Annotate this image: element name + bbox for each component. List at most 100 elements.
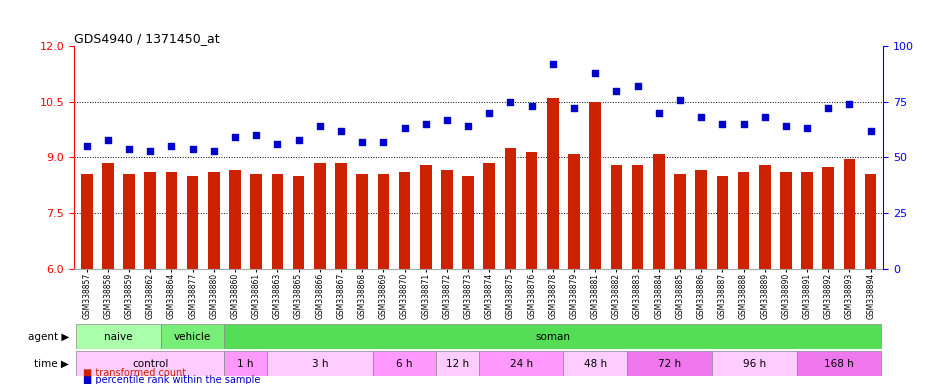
Point: [567, 105, 582, 111]
Point: [715, 121, 730, 127]
Bar: [76, 324, 161, 349]
Bar: [610, 165, 623, 269]
Point: [101, 137, 116, 143]
Point: [206, 148, 221, 154]
Point: [758, 114, 772, 121]
Bar: [865, 174, 877, 269]
Bar: [758, 165, 771, 269]
Bar: [505, 148, 516, 269]
Point: [820, 105, 835, 111]
Text: ■ transformed count: ■ transformed count: [83, 368, 186, 378]
Text: ■ percentile rank within the sample: ■ percentile rank within the sample: [83, 375, 261, 384]
Bar: [822, 167, 834, 269]
Text: agent ▶: agent ▶: [28, 332, 69, 342]
Point: [142, 148, 157, 154]
Bar: [80, 174, 92, 269]
Text: 72 h: 72 h: [658, 359, 681, 369]
Point: [694, 114, 709, 121]
Bar: [187, 176, 199, 269]
Bar: [653, 154, 664, 269]
Bar: [420, 165, 432, 269]
Bar: [373, 351, 437, 376]
Bar: [711, 351, 796, 376]
Point: [249, 132, 264, 138]
Bar: [462, 176, 474, 269]
Text: 24 h: 24 h: [510, 359, 533, 369]
Text: 48 h: 48 h: [584, 359, 607, 369]
Bar: [335, 163, 347, 269]
Point: [503, 99, 518, 105]
Point: [672, 96, 687, 103]
Point: [524, 103, 539, 109]
Text: 168 h: 168 h: [824, 359, 854, 369]
Point: [736, 121, 751, 127]
Point: [376, 139, 390, 145]
Bar: [717, 176, 728, 269]
Text: vehicle: vehicle: [174, 332, 211, 342]
Bar: [225, 351, 266, 376]
Bar: [437, 351, 479, 376]
Text: 6 h: 6 h: [396, 359, 413, 369]
Point: [80, 143, 94, 149]
Point: [630, 83, 645, 89]
Bar: [563, 351, 627, 376]
Text: control: control: [132, 359, 168, 369]
Text: soman: soman: [536, 332, 571, 342]
Point: [439, 116, 454, 122]
Bar: [356, 174, 368, 269]
Bar: [589, 102, 601, 269]
Point: [397, 126, 412, 132]
Text: GDS4940 / 1371450_at: GDS4940 / 1371450_at: [74, 32, 219, 45]
Bar: [441, 170, 452, 269]
Bar: [251, 174, 262, 269]
Bar: [801, 172, 813, 269]
Point: [482, 110, 497, 116]
Bar: [229, 170, 241, 269]
Bar: [144, 172, 156, 269]
Point: [122, 146, 137, 152]
Point: [800, 126, 815, 132]
Text: time ▶: time ▶: [34, 359, 69, 369]
Bar: [674, 174, 685, 269]
Text: 1 h: 1 h: [238, 359, 253, 369]
Point: [546, 61, 561, 67]
Point: [461, 123, 475, 129]
Bar: [844, 159, 856, 269]
Point: [863, 127, 878, 134]
Bar: [796, 351, 882, 376]
Point: [587, 70, 602, 76]
Bar: [225, 324, 882, 349]
Text: 12 h: 12 h: [446, 359, 469, 369]
Bar: [272, 174, 283, 269]
Bar: [377, 174, 389, 269]
Bar: [632, 165, 644, 269]
Bar: [266, 351, 373, 376]
Bar: [123, 174, 135, 269]
Text: 96 h: 96 h: [743, 359, 766, 369]
Point: [418, 121, 433, 127]
Text: 3 h: 3 h: [312, 359, 328, 369]
Bar: [696, 170, 707, 269]
Bar: [208, 172, 219, 269]
Point: [779, 123, 794, 129]
Bar: [293, 176, 304, 269]
Point: [185, 146, 200, 152]
Bar: [314, 163, 326, 269]
Point: [355, 139, 370, 145]
Point: [270, 141, 285, 147]
Point: [609, 88, 623, 94]
Point: [291, 137, 306, 143]
Bar: [738, 172, 749, 269]
Point: [164, 143, 179, 149]
Bar: [780, 172, 792, 269]
Point: [842, 101, 857, 107]
Point: [651, 110, 666, 116]
Point: [334, 127, 349, 134]
Bar: [479, 351, 563, 376]
Bar: [568, 154, 580, 269]
Point: [228, 134, 242, 141]
Bar: [76, 351, 225, 376]
Bar: [161, 324, 225, 349]
Bar: [484, 163, 495, 269]
Text: naive: naive: [105, 332, 133, 342]
